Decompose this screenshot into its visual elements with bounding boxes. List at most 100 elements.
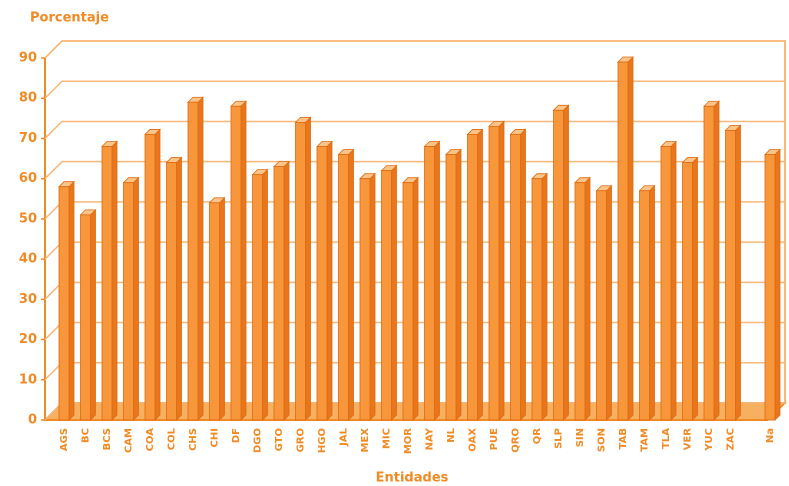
x-tick-label: BC (81, 428, 92, 443)
x-tick-label: QRO (511, 428, 522, 453)
bar (703, 105, 715, 421)
x-tick-label: SLP (554, 428, 565, 449)
y-tick-label: 60 (19, 171, 37, 186)
x-tick-label: TLA (661, 428, 672, 449)
bar (123, 182, 134, 421)
bar-side (176, 156, 182, 421)
x-tick-label: NL (446, 427, 457, 442)
bar (359, 178, 371, 421)
x-tick-label: HGO (317, 428, 328, 453)
bar-side (670, 140, 677, 421)
bar (402, 182, 414, 421)
x-tick-label: CAM (124, 428, 135, 453)
x-tick-label: TAB (618, 428, 629, 449)
x-tick-label: Na (765, 428, 776, 443)
bar-side (90, 208, 96, 421)
y-tick-label: 70 (19, 131, 37, 146)
bar (230, 105, 242, 421)
bar-side (219, 196, 225, 421)
y-tick-label: 40 (19, 252, 37, 267)
bar-side (154, 128, 161, 421)
bar-side (133, 176, 139, 421)
bar (531, 178, 543, 421)
y-tick-label: 50 (19, 211, 37, 226)
x-tick-label: YUC (704, 428, 715, 452)
x-tick-label: BCS (102, 428, 113, 450)
bar (764, 154, 776, 421)
x-tick-label: OAX (468, 428, 479, 452)
bar-side (774, 148, 781, 421)
y-tick-label: 20 (19, 332, 37, 347)
grid-line (44, 160, 785, 180)
bar-side (563, 104, 569, 421)
bar (381, 170, 392, 421)
bar-side (498, 120, 505, 421)
x-tick-label: MOR (403, 428, 414, 454)
x-tick-label: NAY (425, 427, 436, 450)
bar (574, 182, 586, 421)
bar-side (477, 128, 483, 421)
bar-side (412, 176, 419, 421)
x-tick-label: COL (167, 427, 178, 450)
bar-side (391, 164, 397, 421)
grid-line (44, 120, 785, 139)
bar (144, 134, 156, 421)
bar (187, 101, 199, 421)
bar-side (68, 180, 75, 421)
x-tick-label: DF (231, 428, 242, 443)
bar (252, 174, 263, 421)
bar-side (735, 124, 741, 421)
bar (725, 129, 736, 421)
grid-line (44, 40, 785, 59)
bar-side (111, 140, 118, 421)
x-tick-label: VER (683, 428, 694, 451)
y-tick-label: 30 (19, 292, 37, 307)
x-tick-label: QR (532, 428, 543, 445)
bar (488, 125, 500, 421)
chart-title: Porcentaje (30, 11, 109, 26)
bar (316, 146, 328, 421)
bar (424, 146, 435, 421)
bar-side (584, 176, 591, 421)
bar (682, 162, 693, 421)
x-tick-label: TAM (640, 428, 651, 452)
y-tick-label: 10 (19, 372, 37, 387)
bar-side (520, 128, 526, 421)
bar (295, 121, 306, 421)
x-tick-label: GTO (274, 428, 285, 451)
grid-line (44, 80, 785, 99)
bar (617, 61, 629, 421)
x-tick-label: DGO (253, 428, 264, 453)
x-tick-label: AGS (59, 428, 70, 451)
bar (58, 186, 70, 421)
x-tick-label: PUE (489, 428, 500, 450)
bar-side (348, 148, 354, 421)
bar-side (541, 172, 548, 421)
y-tick-label: 80 (19, 91, 37, 106)
bar (596, 190, 607, 421)
x-axis-label: Entidades (376, 471, 449, 486)
x-tick-label: GRO (296, 428, 307, 452)
bar-side (606, 184, 612, 421)
bar-side (326, 140, 333, 421)
bar (209, 202, 220, 421)
bar (660, 146, 672, 421)
x-tick-label: MIC (382, 428, 393, 449)
y-tick-label: 90 (19, 51, 37, 66)
bar (467, 134, 478, 421)
bar-side (305, 116, 311, 421)
bar-side (434, 140, 440, 421)
bar-side (262, 168, 268, 421)
bar-side (369, 172, 376, 421)
x-tick-label: SIN (575, 428, 586, 447)
bar (101, 146, 113, 421)
bar (553, 109, 564, 421)
bar (510, 134, 521, 421)
bar (338, 154, 349, 421)
bar-side (240, 100, 247, 421)
bar-side (627, 56, 634, 421)
bar-side (692, 156, 698, 421)
x-tick-label: SON (597, 428, 608, 452)
bar (273, 166, 285, 421)
